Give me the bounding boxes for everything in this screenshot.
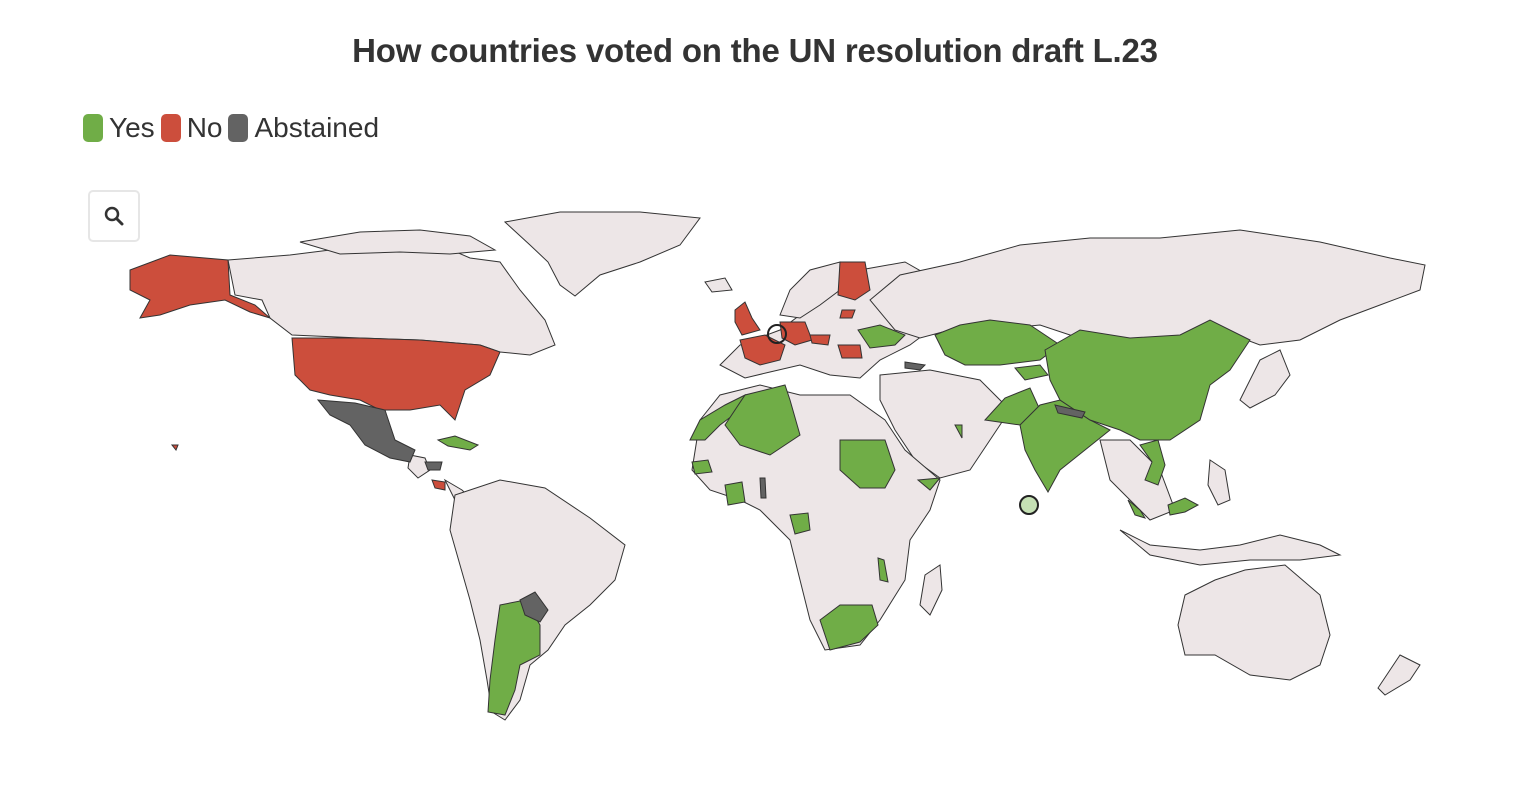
search-icon — [104, 206, 124, 226]
lithuania[interactable] — [839, 309, 856, 319]
japan[interactable] — [1239, 349, 1291, 409]
australia[interactable] — [1177, 564, 1331, 681]
czechia[interactable] — [809, 334, 831, 346]
kyrgyzstan[interactable] — [1014, 364, 1049, 381]
south-africa[interactable] — [819, 604, 879, 651]
togo[interactable] — [759, 477, 767, 499]
nepal[interactable] — [1054, 404, 1086, 419]
united-states[interactable] — [291, 337, 501, 421]
legend-swatch-abstained — [228, 114, 249, 142]
india[interactable] — [1019, 399, 1111, 494]
ukraine[interactable] — [857, 324, 906, 349]
pakistan[interactable] — [983, 387, 1041, 426]
costa-rica[interactable] — [431, 479, 446, 491]
paraguay[interactable] — [519, 591, 549, 623]
maldives-marker[interactable] — [1019, 495, 1039, 515]
legend-label-abstained: Abstained — [254, 112, 380, 143]
indonesia[interactable] — [1119, 529, 1342, 566]
legend-label-no: No — [186, 112, 223, 143]
legend-swatch-no — [160, 114, 181, 142]
middle-east-land[interactable] — [879, 369, 1011, 479]
cuba[interactable] — [436, 435, 480, 451]
legend-item-abstained[interactable]: Abstained — [228, 112, 379, 144]
chart-title: How countries voted on the UN resolution… — [352, 32, 1158, 69]
malaysia[interactable] — [1127, 499, 1147, 519]
finland[interactable] — [837, 261, 871, 301]
hawaii[interactable] — [170, 444, 179, 451]
abstained-countries — [316, 361, 1086, 623]
qatar[interactable] — [954, 424, 963, 439]
switzerland-marker[interactable] — [767, 324, 787, 344]
brunei-sabah[interactable] — [1167, 497, 1200, 516]
gabon[interactable] — [789, 512, 811, 535]
new-zealand[interactable] — [1377, 654, 1421, 696]
madagascar[interactable] — [919, 564, 943, 616]
honduras[interactable] — [424, 461, 443, 471]
zoom-button[interactable] — [88, 190, 140, 242]
djibouti[interactable] — [916, 477, 942, 491]
yes-countries — [436, 319, 1251, 716]
arctic-islands[interactable] — [299, 229, 497, 255]
germany[interactable] — [779, 321, 813, 346]
united-kingdom[interactable] — [734, 301, 761, 336]
algeria[interactable] — [724, 384, 801, 456]
legend-swatch-yes — [83, 114, 103, 142]
legend: Yes No Abstained — [83, 112, 385, 144]
north-america-land[interactable] — [227, 244, 556, 356]
georgia[interactable] — [904, 361, 927, 371]
landmass-base — [227, 211, 1426, 721]
guatemala-belize[interactable] — [407, 454, 431, 479]
world-map[interactable] — [83, 205, 1428, 735]
greenland[interactable] — [503, 211, 701, 297]
southeast-asia-land[interactable] — [1099, 439, 1176, 521]
vietnam[interactable] — [1139, 439, 1166, 486]
legend-item-yes[interactable]: Yes — [83, 112, 155, 144]
philippines[interactable] — [1207, 459, 1231, 506]
alaska[interactable] — [129, 254, 271, 319]
cote-divoire[interactable] — [724, 481, 746, 506]
senegal[interactable] — [691, 459, 713, 475]
mexico[interactable] — [316, 399, 416, 463]
sudan[interactable] — [839, 439, 896, 489]
romania[interactable] — [837, 344, 863, 359]
legend-item-no[interactable]: No — [160, 112, 223, 144]
no-countries — [129, 254, 871, 491]
malawi[interactable] — [877, 557, 889, 583]
legend-label-yes: Yes — [109, 112, 155, 143]
iceland[interactable] — [704, 277, 733, 293]
